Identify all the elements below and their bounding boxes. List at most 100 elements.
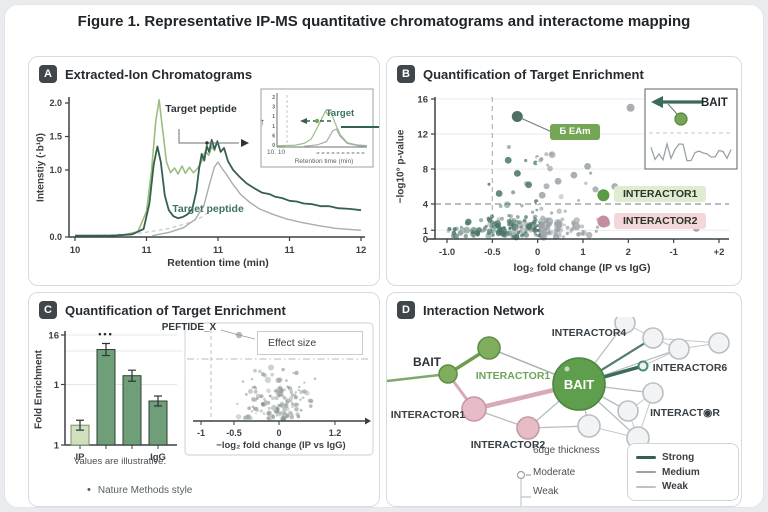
node-t2 (642, 327, 664, 349)
weak-edge-swatch (636, 486, 656, 488)
svg-text:-0.5: -0.5 (484, 247, 501, 258)
edge-thickness-legend-glyphs (516, 470, 531, 506)
node-gt (477, 336, 501, 360)
edge-t2-far (652, 337, 720, 344)
svg-text:8: 8 (423, 165, 428, 176)
edge-thickness-legend-moderate: Moderate (533, 467, 576, 478)
figure-title: Figure 1. Representative IP-MS quantitat… (0, 13, 768, 30)
panel-c-title: Quantification of Target Enrichment (65, 302, 286, 318)
svg-text:1: 1 (423, 226, 429, 237)
svg-text:2: 2 (272, 95, 275, 101)
svg-text:-1: -1 (669, 247, 678, 258)
xic-series (74, 98, 362, 237)
svg-text:16: 16 (48, 331, 59, 342)
note-bullet-icon: • (87, 484, 91, 496)
svg-text:+2: +2 (714, 247, 725, 258)
volcano-inset-bait-label: BAIT (701, 97, 728, 109)
xic-inset-up-arrow-icon: ↑ (260, 117, 265, 128)
panel-b-header: B Quantification of Target Enrichment (397, 65, 644, 83)
volcano-dot-INTERACTOR2 (597, 215, 610, 228)
svg-text:4: 4 (423, 200, 429, 211)
node-low1 (577, 414, 601, 438)
interactor2-label-pill: INTERACTOR2 (614, 213, 707, 229)
node-low2 (617, 400, 639, 422)
network-label-2-interactor4: INTERACTOR4 (551, 327, 627, 339)
volcano-background-dots (446, 145, 611, 241)
medium-edge-swatch (636, 471, 656, 473)
bar-y-axis-label: Fold Enrichment (33, 350, 45, 429)
xic-axes: 2.01.51.00.010 11 11 11 12 (49, 97, 366, 256)
svg-text:2.0: 2.0 (49, 98, 62, 108)
panel-c-header: C Quantification of Target Enrichment (39, 301, 286, 319)
svg-text:1: 1 (54, 441, 60, 452)
xic-inset-series-1 (303, 128, 368, 147)
effect-size-box: Effect size (257, 331, 363, 355)
panel-a-chip: A (39, 65, 57, 83)
svg-text:1: 1 (272, 114, 275, 120)
xic-y-axis-label: Intenstiy (·b¹0) (35, 133, 47, 202)
svg-text:-1.0: -1.0 (439, 247, 455, 258)
svg-text:11: 11 (141, 245, 152, 256)
legend-row-strong: Strong (636, 452, 730, 463)
xic-annotation-target-peptide-top: Target peptide (165, 103, 237, 115)
svg-text:11: 11 (284, 245, 295, 256)
volcano-dot-INTERACTOR1 (597, 189, 610, 202)
node-bl (438, 364, 458, 384)
xic-inset-series-0 (276, 109, 368, 147)
svg-text:1: 1 (580, 247, 586, 258)
svg-text:BAIT: BAIT (564, 377, 594, 392)
volcano-y-axis-label: −log10° p-value (395, 129, 407, 204)
panel-d-chip: D (397, 301, 415, 319)
node-p2 (516, 416, 540, 440)
svg-text:3: 3 (272, 105, 275, 111)
enrichment-bar-and-effect-svg: 16 1 1 IP IgG -1 -0.5 0 1.2 (48, 322, 374, 463)
legend-label-weak: Weak (662, 481, 688, 493)
svg-text:-0.5: -0.5 (226, 428, 242, 438)
edge-thickness-legend-weak: Weak (533, 486, 559, 497)
network-label-1-interactor1: INTERACTOR1 (475, 370, 551, 382)
style-note: • Nature Methods style (87, 484, 192, 496)
effect-x-axis-label: −log₂ fold change (IP vs IgG) (216, 440, 346, 451)
panel-c-fold-enrichment: C Quantification of Target Enrichment 16… (28, 292, 380, 507)
svg-text:0: 0 (272, 143, 275, 149)
significance-stars: ••• (98, 329, 114, 339)
panel-c-chip: C (39, 301, 57, 319)
network-label-0-bait: BAIT (413, 355, 441, 369)
svg-text:2: 2 (626, 247, 631, 258)
panel-d-title: Interaction Network (423, 302, 545, 318)
volcano-inset (644, 88, 738, 170)
node-t1 (614, 317, 636, 334)
strong-edge-swatch (636, 455, 656, 459)
network-label-4-interact◉r: INTERACT◉R (650, 407, 720, 419)
bar-axes: 16 1 1 IP IgG (48, 331, 177, 463)
svg-text:1.2: 1.2 (329, 428, 342, 438)
svg-text:0: 0 (535, 247, 540, 258)
node-t3 (668, 338, 690, 360)
volcano-dot-gray-top (626, 103, 635, 112)
svg-text:12: 12 (356, 245, 367, 256)
svg-text:-1: -1 (197, 428, 205, 438)
panel-b-target-enrichment-volcano: B Quantification of Target Enrichment 0 1… (386, 56, 742, 286)
edge-thickness-legend-title: 6dge thickness (533, 445, 600, 456)
svg-text:IP: IP (76, 452, 86, 463)
bar-IgG (148, 400, 168, 446)
panel-d-header: D Interaction Network (397, 301, 544, 319)
svg-text:12: 12 (417, 130, 428, 141)
bar-group2 (122, 375, 142, 446)
xic-inset: 2 3 1 1 6 0 (260, 88, 379, 168)
edge-in-bl (387, 372, 450, 383)
xic-x-axis-label: Retention time (min) (167, 257, 269, 269)
target-peptide-light-green (75, 98, 216, 237)
enrichment-bars (70, 342, 168, 446)
xic-annotation-target-peptide-bottom: Target peptide (172, 203, 244, 215)
edge-strength-legend-box: Strong Medium Weak (627, 443, 739, 501)
node-midr (642, 382, 664, 404)
peptide-x-label: PEFTIDE_X (161, 322, 217, 333)
baseline-dashed (74, 211, 210, 237)
node-i6 (637, 360, 649, 372)
node-p1 (461, 396, 487, 422)
volcano-dot-BAIT (511, 111, 523, 122)
